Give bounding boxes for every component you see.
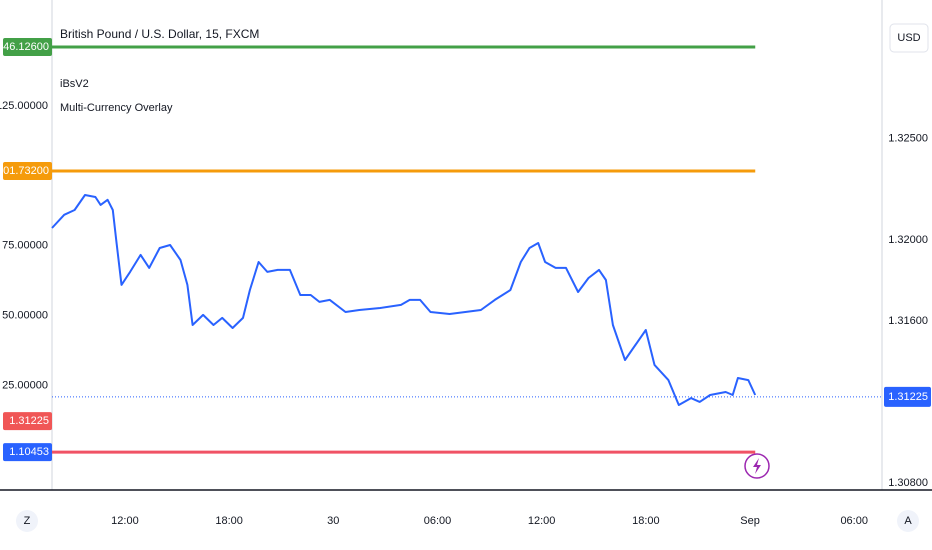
price-line [51,194,757,406]
overlay-badge-label: 146.12600 [0,41,49,53]
y-tick-label: 50.00000 [2,309,48,321]
currency-button[interactable] [889,23,929,53]
last-price-badge [884,386,931,407]
y-tick-label: 125.00000 [0,100,48,112]
x-tick-label: 12:00 [528,515,556,527]
last-price-label: 1.31225 [9,415,49,427]
overlay-badge [3,37,52,56]
chart-title: British Pound / U.S. Dollar, 15, FXCM [60,27,259,41]
last-price-label: 1.31225 [888,391,928,403]
currency-label[interactable]: USD [897,32,920,44]
y2-tick-label: 1.30800 [888,477,928,489]
overlay-badge [3,443,52,462]
last-price-badge [3,412,52,431]
overlay-badge-label: 1.10453 [9,446,49,458]
x-tick-label: 12:00 [111,515,139,527]
indicator-label[interactable]: iBsV2 [60,78,89,90]
y2-tick-label: 1.31600 [888,315,928,327]
indicator-label[interactable]: Multi-Currency Overlay [60,102,173,114]
y2-tick-label: 1.32500 [888,133,928,145]
scale-button[interactable]: A [904,515,912,527]
scale-button[interactable]: Z [24,515,31,527]
x-tick-label: 30 [327,515,339,527]
y-tick-label: 25.00000 [2,379,48,391]
x-tick-label: 06:00 [424,515,452,527]
event-bolt [753,458,761,474]
button-bg[interactable] [897,510,919,532]
overlay-badge-label: 101.73200 [0,165,49,177]
x-tick-label: Sep [740,515,760,527]
x-tick-label: 18:00 [215,515,243,527]
overlay-badge [3,161,52,180]
y-tick-label: 75.00000 [2,240,48,252]
y2-tick-label: 1.32000 [888,234,928,246]
button-bg[interactable] [16,510,38,532]
x-tick-label: 18:00 [632,515,660,527]
x-tick-label: 06:00 [840,515,868,527]
